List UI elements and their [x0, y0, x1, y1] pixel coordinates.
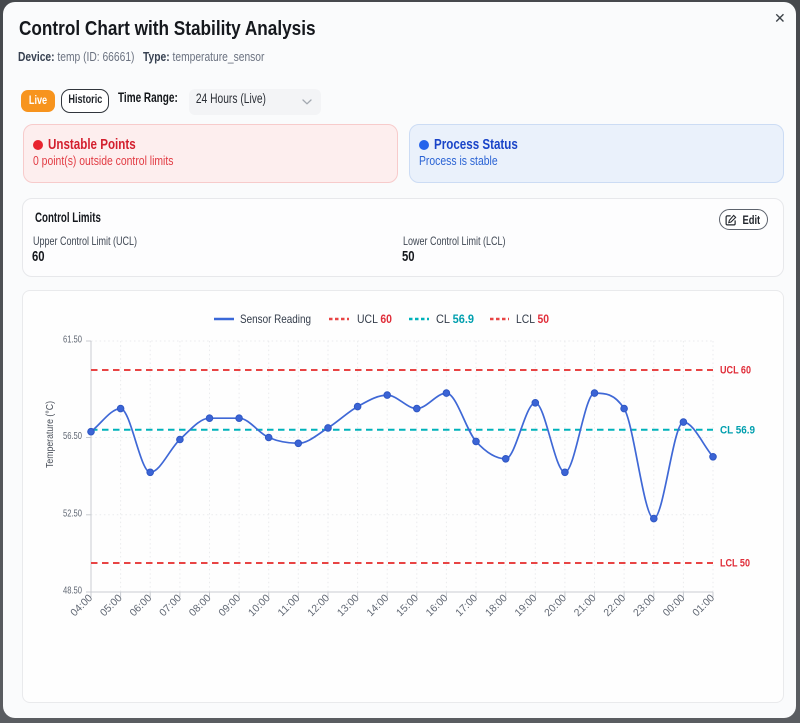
svg-text:61.50: 61.50 [63, 334, 82, 346]
svg-text:UCL 60: UCL 60 [357, 312, 392, 326]
svg-text:56.50: 56.50 [63, 430, 82, 442]
svg-text:UCL 60: UCL 60 [720, 365, 751, 377]
svg-text:CL 56.9: CL 56.9 [436, 312, 474, 326]
svg-text:LCL 50: LCL 50 [516, 312, 549, 326]
svg-text:Sensor Reading: Sensor Reading [240, 312, 311, 326]
svg-text:LCL 50: LCL 50 [720, 558, 750, 570]
svg-text:Temperature (°C): Temperature (°C) [45, 401, 56, 468]
svg-text:CL 56.9: CL 56.9 [720, 425, 755, 437]
svg-text:52.50: 52.50 [63, 507, 82, 519]
svg-text:48.50: 48.50 [63, 585, 82, 597]
